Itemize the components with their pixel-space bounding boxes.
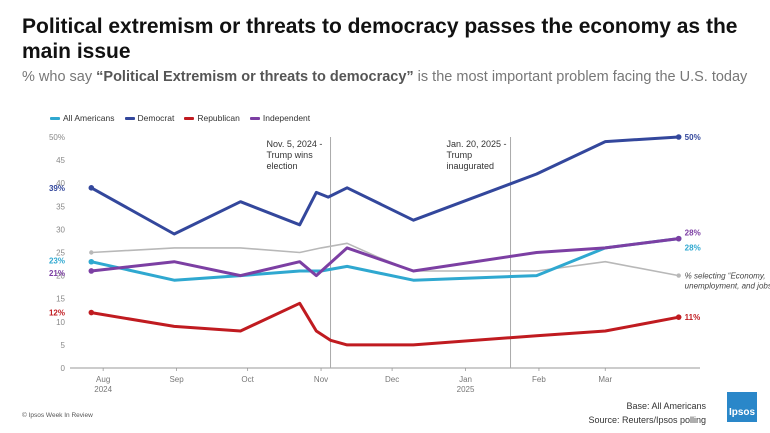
series-point-republican (675, 314, 682, 320)
base-note: Base: All Americans (626, 401, 706, 411)
subtitle-prefix: % who say (22, 69, 97, 85)
legend-item-all_americans: All Americans (50, 113, 115, 123)
x-tick-label: Sep (169, 375, 184, 384)
legend-swatch (124, 116, 135, 120)
series-point-republican (88, 309, 95, 316)
series-line-republican (89, 301, 681, 347)
series-line-democrat (89, 135, 681, 236)
y-tick-label: 45 (56, 156, 65, 165)
x-tick-year-label: 2024 (94, 385, 112, 394)
y-tick-label: 15 (56, 295, 65, 304)
x-tick-label: Oct (241, 375, 254, 384)
y-tick-label: 10 (56, 318, 65, 327)
economy-label-line: % selecting “Economy, (685, 272, 766, 281)
y-tick-label: 25 (56, 249, 65, 258)
legend-label: Republican (197, 113, 240, 123)
y-tick-label: 35 (56, 202, 65, 211)
y-tick-label: 30 (56, 225, 65, 234)
series-end-label: 11% (685, 313, 701, 322)
series-end-label: 50% (685, 133, 701, 142)
series-end-label: 28% (685, 244, 701, 253)
series-point-democrat (675, 134, 682, 140)
series-point-independent (88, 268, 95, 274)
series-end-label: 28% (685, 229, 701, 238)
series-point-democrat (88, 185, 95, 191)
chart-title: Political extremism or threats to democr… (22, 15, 738, 63)
source-text: Source: Reuters/Ipsos polling (588, 415, 706, 425)
chart-subtitle: % who say “Political Extremism or threat… (22, 68, 752, 86)
legend-item-democrat: Democrat (124, 113, 175, 123)
x-tick-label: Feb (532, 375, 546, 384)
legend-label: Independent (262, 113, 311, 123)
event-annotation: Trump wins (267, 150, 314, 160)
y-tick-label: 0 (61, 364, 66, 373)
legend-swatch (50, 116, 60, 120)
event-annotation: Jan. 20, 2025 - (447, 139, 507, 149)
economy-label-line: unemployment, and jobs” (685, 282, 770, 291)
event-annotation: inaugurated (447, 161, 495, 171)
x-tick-label: Mar (598, 375, 612, 384)
ipsos-logo: Ipsos (727, 392, 757, 422)
x-tick-label: Jan (459, 375, 472, 384)
y-tick-label: 50% (49, 133, 65, 142)
series-start-label: 12% (49, 309, 65, 318)
event-annotation: Nov. 5, 2024 - (267, 139, 323, 149)
subtitle-suffix: is the most important problem facing the… (413, 69, 748, 85)
series-start-label: 23% (49, 257, 65, 266)
x-tick-label: Dec (385, 375, 399, 384)
legend-label: All Americans (63, 113, 115, 123)
event-annotation: election (267, 161, 298, 171)
logo-text: Ipsos (728, 407, 756, 418)
legend-swatch (249, 116, 260, 120)
legend-item-republican: Republican (184, 113, 240, 123)
series-line-all_americans (89, 237, 681, 282)
chart-legend: All Americans Democrat Republican Independe… (50, 113, 310, 123)
series-point-economy (676, 273, 681, 278)
source-note: Base: All Americans Source: Reuters/Ipso… (588, 399, 706, 427)
legend-item-independent: Independent (249, 113, 311, 123)
economy-series-label: % selecting “Economy, unemployment, and j… (685, 272, 770, 291)
x-tick-label: Aug (96, 375, 110, 384)
series-point-all_americans (88, 258, 95, 265)
copyright-note: © Ipsos Week In Review (22, 412, 93, 419)
legend-label: Democrat (137, 113, 175, 123)
y-tick-label: 20 (56, 272, 65, 281)
subtitle-emphasis: “Political Extremism or threats to democ… (96, 69, 414, 85)
series-point-independent (675, 235, 682, 242)
series-start-label: 21% (49, 269, 65, 278)
y-tick-label: 40 (56, 179, 65, 188)
series-point-economy (89, 250, 94, 255)
series-start-label: 39% (49, 184, 65, 193)
x-tick-label: Nov (314, 375, 328, 384)
x-tick-year-label: 2025 (457, 385, 475, 394)
series-line-independent (89, 237, 681, 278)
y-tick-label: 5 (61, 341, 66, 350)
event-annotation: Trump (447, 150, 473, 160)
legend-swatch (184, 116, 195, 120)
